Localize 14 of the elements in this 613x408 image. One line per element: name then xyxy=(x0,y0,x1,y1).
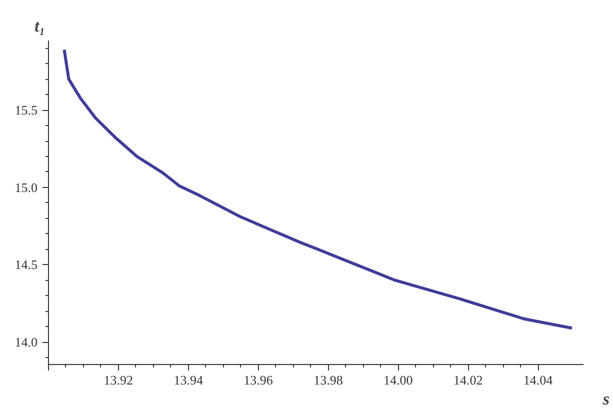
x-tick-label: 14.02 xyxy=(453,372,483,388)
y-tick-label: 15.5 xyxy=(14,102,38,118)
y-axis-title: t₁ xyxy=(34,16,46,36)
x-tick-label: 13.96 xyxy=(244,372,274,388)
x-tick-label: 13.94 xyxy=(174,372,204,388)
y-tick-label: 15.0 xyxy=(14,180,38,195)
x-tick-label: 14.00 xyxy=(384,372,413,388)
line-series xyxy=(62,48,574,330)
x-tick-label: 13.98 xyxy=(314,372,343,388)
x-tick-label: 13.92 xyxy=(104,372,134,388)
y-tick-label: 14.0 xyxy=(14,334,38,350)
x-tick-label: 14.04 xyxy=(523,372,554,388)
y-tick-label: 14.5 xyxy=(14,257,38,272)
x-axis-title: s xyxy=(602,390,610,408)
